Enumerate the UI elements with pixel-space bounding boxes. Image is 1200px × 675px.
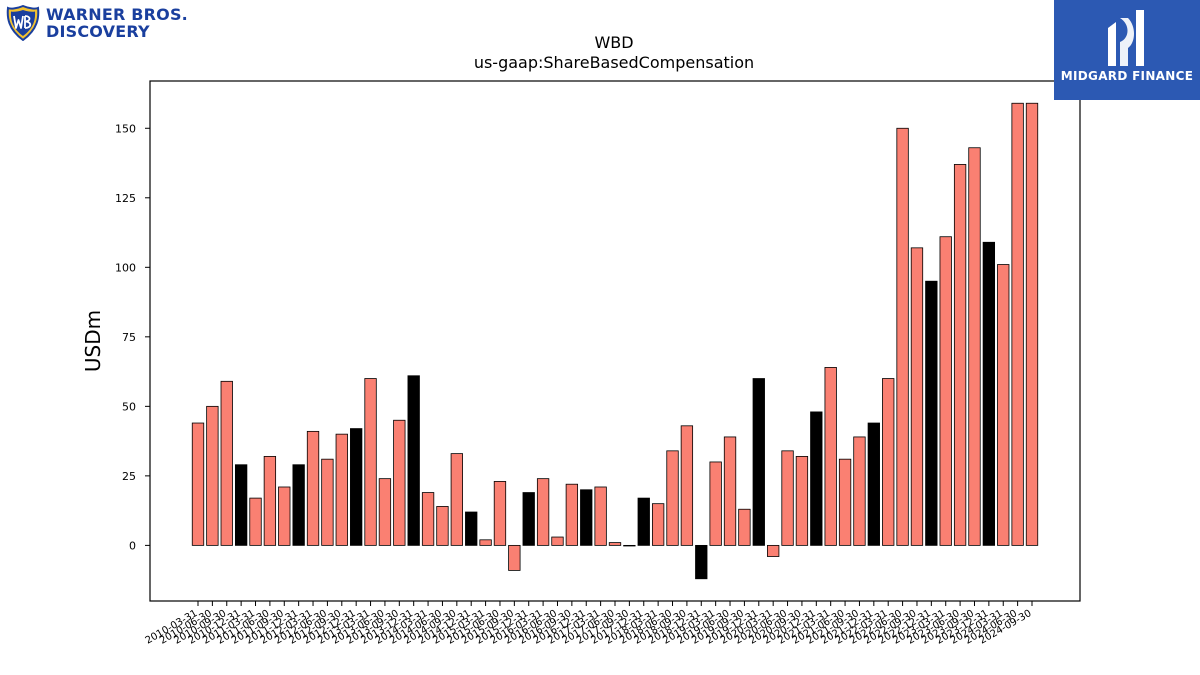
bar-2018-12-31 (695, 544, 708, 580)
plot-frame (149, 80, 1081, 602)
bar-2024-09-30 (1025, 102, 1039, 546)
bar-2018-09-30 (680, 425, 694, 546)
y-tick-label: 25 (122, 470, 136, 483)
bar-2023-03-31 (939, 236, 952, 546)
bar-2015-06-30 (493, 481, 507, 546)
bar-2013-12-31 (407, 375, 420, 546)
bar-2024-03-31 (997, 264, 1010, 546)
y-tick-label: 50 (122, 400, 136, 413)
bar-2016-06-30 (551, 536, 564, 546)
bar-2010-03-31 (191, 422, 205, 546)
bar-2013-03-31 (364, 378, 377, 546)
midgard-finance-logo: MIDGARD FINANCE (1054, 0, 1200, 100)
bar-2019-03-31 (709, 461, 722, 546)
bar-2010-12-31 (234, 464, 248, 546)
bars-group (191, 102, 1039, 580)
y-tick-label: 150 (115, 122, 136, 135)
midgard-finance-label: MIDGARD FINANCE (1060, 69, 1194, 83)
bar-2019-09-30 (738, 508, 751, 546)
bar-2010-09-30 (220, 380, 233, 546)
y-tick-label: 75 (122, 331, 136, 344)
y-axis-ticks: 0 25 50 75 100 125 150 (115, 122, 150, 552)
bar-2014-03-31 (421, 492, 435, 546)
bar-2022-09-30 (910, 247, 924, 546)
bar-2022-03-31 (882, 378, 895, 546)
bar-2011-06-30 (263, 455, 277, 546)
bar-2021-06-30 (838, 458, 852, 546)
bar-2016-09-30 (565, 483, 579, 546)
chart-title: WBD (594, 33, 633, 52)
wb-shield-icon (6, 5, 40, 41)
bar-2020-03-31 (767, 544, 780, 557)
bar-2022-06-30 (896, 127, 909, 546)
bar-2020-09-30 (795, 455, 809, 546)
bar-2011-12-31 (292, 464, 305, 546)
bar-2015-03-31 (479, 539, 492, 546)
bar-2024-06-30 (1011, 102, 1024, 546)
bar-2016-03-31 (536, 478, 550, 546)
bar-2021-09-30 (853, 436, 866, 546)
bar-2014-06-30 (436, 506, 449, 546)
bar-2014-09-30 (450, 453, 463, 546)
midgard-mark-icon (1108, 10, 1144, 66)
bar-2017-06-30 (608, 542, 622, 546)
bar-2018-06-30 (666, 450, 679, 546)
bar-2020-12-31 (810, 411, 823, 546)
bar-2012-12-31 (350, 428, 363, 546)
bar-2023-06-30 (953, 164, 967, 546)
bar-2011-03-31 (249, 497, 262, 546)
bar-2017-09-30 (623, 544, 636, 547)
bar-2021-12-31 (867, 422, 880, 546)
logo-line-1: WARNER BROS. (46, 5, 188, 24)
bar-2015-12-31 (522, 492, 535, 546)
x-axis-ticks: 2010-03-312010-06-302010-09-302010-12-31… (144, 601, 1034, 647)
bar-2022-12-31 (925, 280, 938, 546)
bar-2017-12-31 (637, 497, 650, 546)
logo-line-2: DISCOVERY (46, 22, 150, 41)
y-tick-label: 100 (115, 261, 136, 274)
bar-2017-03-31 (594, 486, 607, 546)
bar-2013-09-30 (393, 419, 406, 546)
bar-2023-12-31 (982, 241, 996, 546)
bar-2015-09-30 (508, 544, 521, 571)
bar-2020-06-30 (781, 450, 794, 546)
y-tick-label: 125 (115, 192, 136, 205)
bar-2016-12-31 (580, 489, 593, 546)
bar-2012-06-30 (321, 458, 334, 546)
chart-subtitle: us-gaap:ShareBasedCompensation (474, 53, 754, 72)
bar-2019-12-31 (752, 378, 765, 546)
bar-2023-09-30 (968, 147, 981, 546)
bar-2018-03-31 (651, 503, 665, 546)
y-axis-label: USDm (81, 310, 105, 372)
bar-2014-12-31 (465, 511, 478, 546)
warner-bros-discovery-logo: WARNER BROS. DISCOVERY (6, 5, 188, 41)
bar-2012-03-31 (306, 430, 320, 546)
bar-2011-09-30 (278, 486, 291, 546)
bar-2012-09-30 (335, 433, 348, 546)
bar-2010-06-30 (206, 405, 219, 546)
bar-2013-06-30 (378, 478, 392, 546)
y-tick-label: 0 (129, 539, 136, 552)
bar-2019-06-30 (723, 436, 737, 546)
bar-2021-03-31 (824, 367, 837, 546)
